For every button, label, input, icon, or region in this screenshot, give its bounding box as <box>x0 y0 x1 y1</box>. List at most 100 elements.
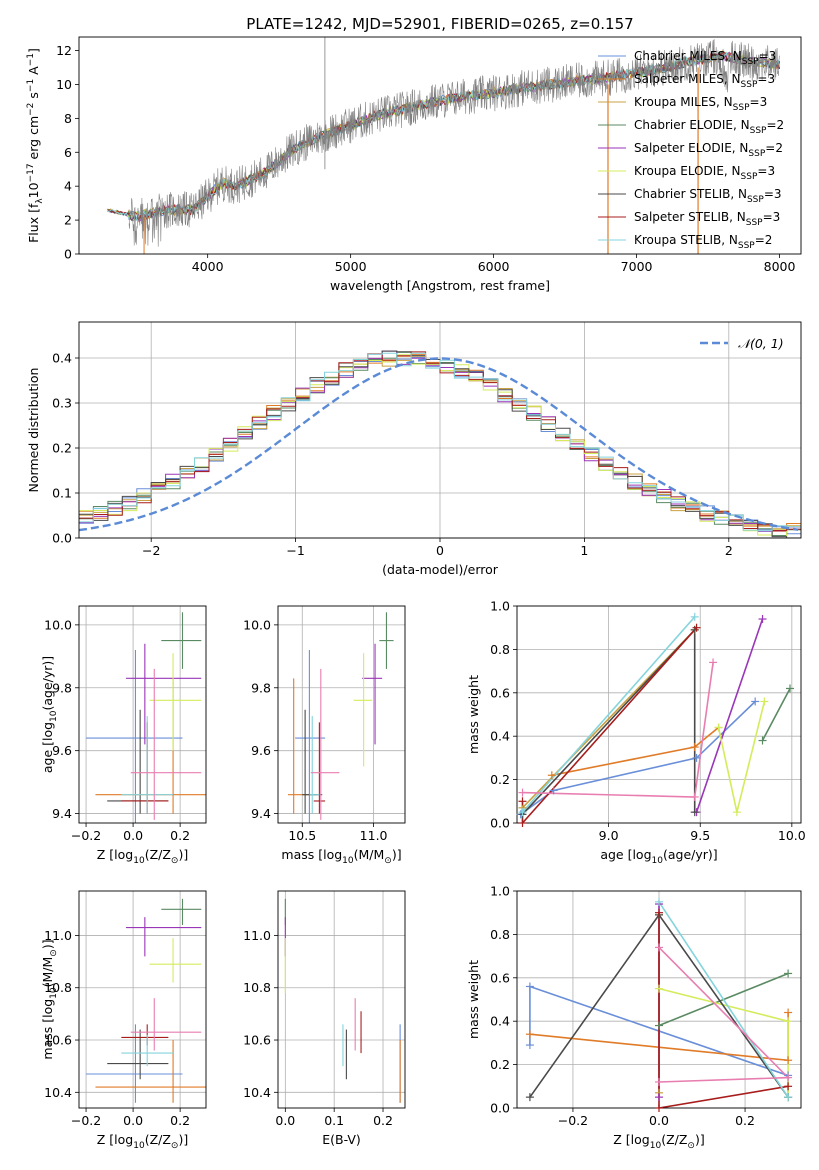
x-tick-label: 4000 <box>192 259 224 274</box>
figure-title: PLATE=1242, MJD=52901, FIBERID=0265, z=0… <box>246 15 633 33</box>
y-tick-label: 9.4 <box>251 806 271 821</box>
x-tick-label: 0.2 <box>170 828 190 843</box>
plot-area <box>86 898 206 1103</box>
x-tick-label: 0.0 <box>275 1113 295 1128</box>
y-tick-label: 0.4 <box>490 729 510 744</box>
x-axis-label: Z [log10(Z/Z⊙)] <box>97 847 188 866</box>
legend-entry: Salpeter ELODIE, NSSP=2 <box>634 141 783 159</box>
histogram-step <box>79 352 801 532</box>
plot-area <box>529 901 790 1108</box>
x-tick-label: 0.0 <box>123 1113 143 1128</box>
y-tick-label: 0.2 <box>52 441 72 456</box>
x-tick-label: 2 <box>725 543 733 558</box>
axes-frame <box>277 605 406 824</box>
plot-area <box>79 350 801 538</box>
y-tick-label: 0.0 <box>490 816 510 831</box>
y-tick-label: 10.0 <box>243 617 271 632</box>
x-axis-label: wavelength [Angstrom, rest frame] <box>330 278 550 293</box>
x-axis-label: age [log10(age/yr)] <box>600 847 717 866</box>
y-tick-label: 10.4 <box>44 1085 72 1100</box>
axes-frame <box>277 890 406 1109</box>
x-tick-label: 0.2 <box>373 1113 393 1128</box>
x-axis-label: (data-model)/error <box>382 562 499 577</box>
legend-entry: Kroupa STELIB, NSSP=2 <box>634 233 772 251</box>
weight-line <box>520 700 756 815</box>
y-tick-label: 10.6 <box>44 1033 72 1048</box>
x-tick-label: −0.2 <box>71 1113 101 1128</box>
y-tick-label: 8 <box>64 111 72 126</box>
y-tick-label: 0.8 <box>490 927 510 942</box>
x-tick-label: 0 <box>436 543 444 558</box>
y-axis-label: Flux [fλ10−17 erg cm−2 s−1 A−1] <box>26 48 45 243</box>
weight-line <box>658 946 790 1083</box>
x-tick-label: −0.2 <box>71 828 101 843</box>
axes-frame <box>78 890 207 1109</box>
plot-area <box>287 612 394 823</box>
y-tick-label: 4 <box>64 179 72 194</box>
y-tick-label: 10.6 <box>243 1033 271 1048</box>
x-axis-label: mass [log10(M/M⊙)] <box>281 847 401 866</box>
y-tick-label: 0.2 <box>490 1057 510 1072</box>
axes-age_vs_Z: −0.2 0.0 0.2 9.4 9.6 9.8 10.0 Z [log10(Z/Z⊙)] ag… <box>40 605 207 866</box>
x-tick-label: −2 <box>142 543 160 558</box>
axes-frame <box>516 605 802 824</box>
x-tick-label: 9.5 <box>690 828 710 843</box>
y-axis-label: mass weight <box>466 675 481 754</box>
y-tick-label: 0.0 <box>52 531 72 546</box>
y-tick-label: 0 <box>64 247 72 262</box>
x-tick-label: 0.1 <box>324 1113 344 1128</box>
axes-spectrum: 4000 5000 6000 7000 8000 0 2 4 6 8 10 12 Chabrier MI… <box>26 36 802 293</box>
weight-line <box>761 688 791 741</box>
plot-area <box>520 616 791 823</box>
x-tick-label: 9.0 <box>599 828 619 843</box>
y-tick-label: 0.1 <box>52 486 72 501</box>
legend-gaussian: 𝒩(0, 1) <box>738 336 784 351</box>
y-tick-label: 1.0 <box>490 599 510 614</box>
plot-area <box>107 37 781 254</box>
axes-residuals: −2 −1 0 1 2 0.0 0.1 0.2 0.3 0.4 𝒩(0, 1) (data-model… <box>26 321 802 577</box>
plot-area <box>86 612 206 823</box>
y-tick-label: 9.6 <box>251 743 271 758</box>
x-axis-label: Z [log10(Z/Z⊙)] <box>97 1132 188 1151</box>
y-axis-label: Normed distribution <box>26 368 41 493</box>
y-tick-label: 0.2 <box>490 772 510 787</box>
data-spectrum <box>128 39 780 247</box>
y-tick-label: 0.4 <box>490 1014 510 1029</box>
y-tick-label: 0.8 <box>490 642 510 657</box>
y-axis-label: mass weight <box>466 960 481 1039</box>
x-tick-label: 11.0 <box>360 828 388 843</box>
y-tick-label: 9.8 <box>52 680 72 695</box>
x-tick-label: −0.2 <box>558 1113 588 1128</box>
legend-entry: Salpeter STELIB, NSSP=3 <box>634 210 780 228</box>
axes-weight_vs_age: 9.0 9.5 10.0 0.0 0.2 0.4 0.6 0.8 1.0 age [log10(a… <box>466 599 806 867</box>
y-tick-label: 10.0 <box>44 617 72 632</box>
axes-weight_vs_Z: −0.2 0.0 0.2 0.0 0.2 0.4 0.6 0.8 1.0 Z [log10(Z/Z… <box>466 884 802 1151</box>
weight-line <box>717 701 766 813</box>
x-axis-label: E(B-V) <box>322 1132 361 1147</box>
y-tick-label: 12 <box>56 43 72 58</box>
x-tick-label: 8000 <box>764 259 796 274</box>
y-tick-label: 9.4 <box>52 806 72 821</box>
x-tick-label: 7000 <box>621 259 653 274</box>
x-tick-label: 0.2 <box>735 1113 755 1128</box>
weight-line <box>522 662 714 798</box>
axes-mass_vs_ebv: 0.0 0.1 0.2 10.4 10.6 10.8 11.0 E(B-V) <box>243 890 406 1147</box>
y-tick-label: 11.0 <box>44 928 72 943</box>
x-tick-label: 1 <box>580 543 588 558</box>
y-tick-label: 9.8 <box>251 680 271 695</box>
y-tick-label: 10.8 <box>243 980 271 995</box>
weight-line <box>521 616 696 813</box>
weight-line <box>658 901 789 1098</box>
legend-entry: Chabrier STELIB, NSSP=3 <box>634 187 782 205</box>
x-tick-label: −1 <box>286 543 304 558</box>
y-tick-label: 0.0 <box>490 1101 510 1116</box>
plot-area <box>284 898 401 1103</box>
axes-frame <box>78 605 207 824</box>
x-tick-label: 0.0 <box>649 1113 669 1128</box>
y-tick-label: 9.6 <box>52 743 72 758</box>
weight-line <box>695 618 764 813</box>
y-tick-label: 10 <box>56 77 72 92</box>
y-tick-label: 10.8 <box>44 980 72 995</box>
x-tick-label: 0.2 <box>170 1113 190 1128</box>
